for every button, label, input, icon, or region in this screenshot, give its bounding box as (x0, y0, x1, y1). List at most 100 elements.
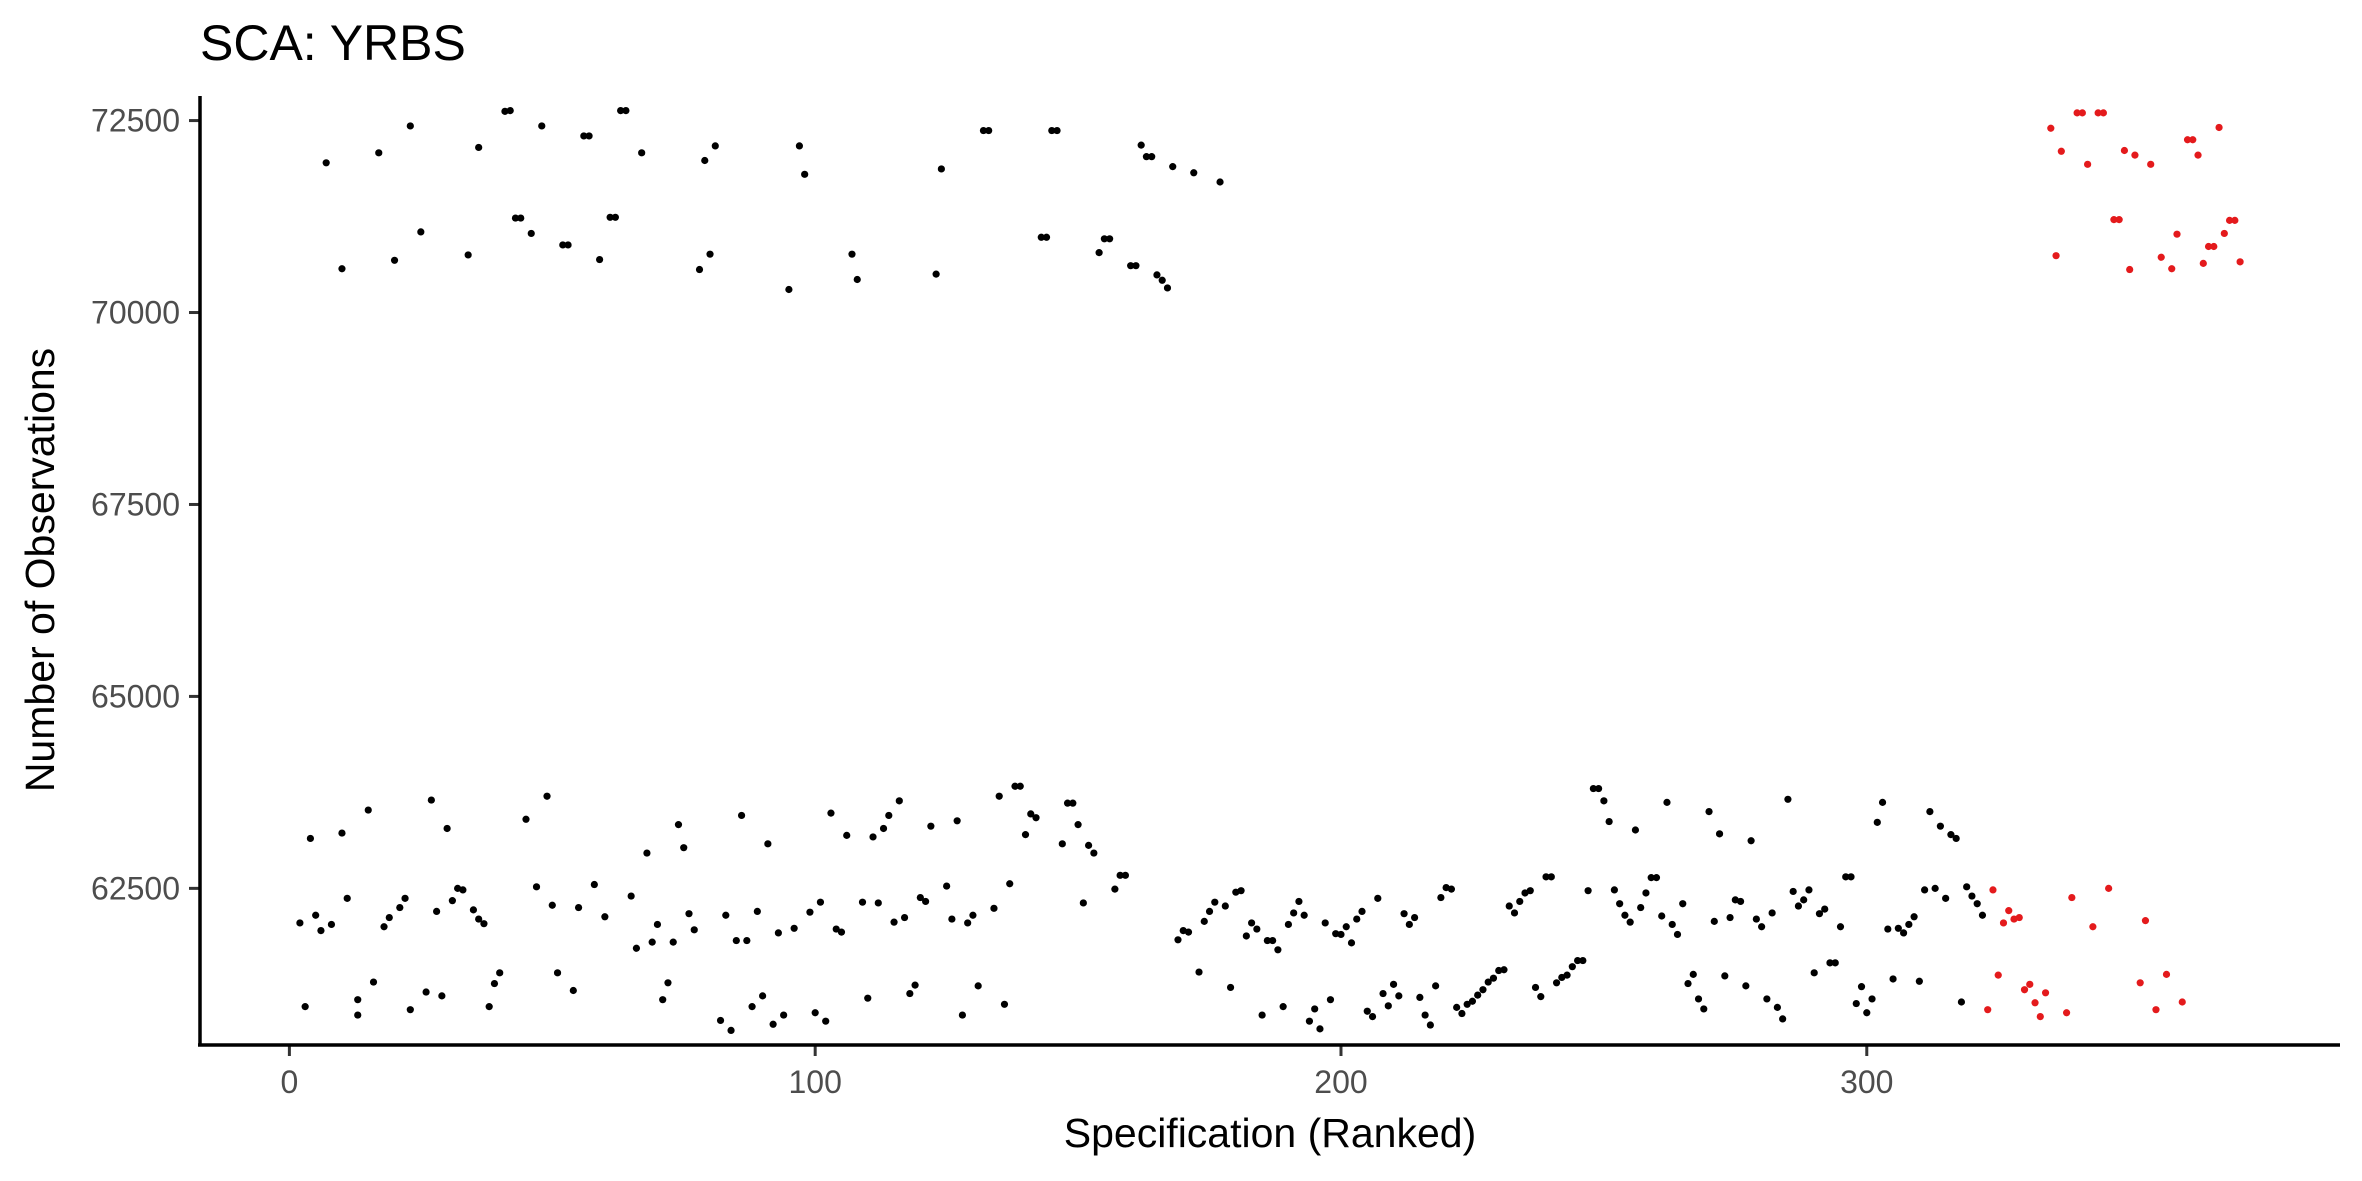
data-point (617, 106, 625, 115)
data-point (1137, 141, 1145, 149)
data-point (1947, 831, 1955, 839)
data-point (538, 122, 546, 130)
data-point (1905, 920, 1913, 929)
data-point (459, 886, 467, 894)
data-point (1447, 885, 1456, 893)
data-point (1516, 897, 1524, 906)
data-point (1857, 983, 1866, 991)
data-point (2147, 160, 2155, 168)
data-point (1121, 871, 1130, 879)
data-point (1863, 1009, 1871, 1017)
data-point (1852, 999, 1860, 1008)
data-point (322, 159, 330, 167)
data-point (1311, 1005, 1319, 1013)
data-point (900, 913, 909, 922)
data-point (2105, 884, 2113, 892)
data-point (1726, 913, 1734, 922)
data-point (354, 1011, 362, 1019)
data-point (1242, 932, 1250, 940)
data-points (296, 106, 2244, 1035)
data-point (1495, 966, 1503, 975)
data-point (475, 143, 483, 152)
data-point (601, 913, 609, 921)
data-point (2183, 136, 2192, 144)
data-point (1715, 830, 1724, 838)
data-point (406, 1006, 414, 1014)
data-point (317, 926, 325, 935)
x-tick-label: 300 (1840, 1064, 1893, 1100)
data-point (722, 911, 730, 919)
data-point (2005, 907, 2013, 915)
data-point (532, 883, 541, 891)
data-point (2131, 151, 2139, 159)
data-point (564, 241, 572, 249)
data-point (590, 880, 598, 889)
data-point (1842, 873, 1850, 881)
data-point (1116, 871, 1124, 879)
data-point (1758, 923, 1766, 931)
data-point (1205, 907, 1214, 916)
data-point (1453, 1003, 1461, 1011)
data-point (296, 919, 304, 927)
data-point (1395, 992, 1403, 1000)
data-point (1978, 911, 1987, 919)
data-point (312, 911, 320, 919)
data-point (1258, 1011, 1266, 1019)
data-point (622, 106, 630, 115)
x-axis-title: Specification (Ranked) (1064, 1110, 1476, 1156)
data-point (969, 911, 977, 919)
data-point (864, 994, 872, 1002)
data-point (354, 996, 362, 1004)
data-point (417, 228, 425, 236)
data-point (1721, 972, 1729, 980)
data-point (822, 1017, 830, 1025)
data-point (759, 992, 767, 1000)
data-point (390, 256, 399, 264)
data-point (1694, 995, 1703, 1003)
data-point (1063, 799, 1072, 807)
data-point (1952, 834, 1960, 843)
data-point (2041, 989, 2050, 997)
data-point (690, 926, 698, 934)
y-tick-label: 67500 (91, 486, 180, 522)
data-point (1284, 920, 1293, 929)
data-point (1347, 939, 1356, 947)
data-point (680, 844, 688, 852)
data-point (1158, 276, 1166, 284)
data-point (764, 840, 772, 848)
data-point (795, 142, 804, 150)
data-point (1426, 1021, 1434, 1029)
data-point (501, 107, 509, 115)
data-point (1384, 1002, 1392, 1010)
data-point (869, 833, 877, 841)
data-point (385, 913, 393, 922)
data-point (1873, 818, 1881, 826)
data-point (1400, 910, 1408, 918)
data-point (1910, 913, 1918, 921)
data-point (1321, 919, 1329, 927)
data-point (1468, 997, 1477, 1005)
data-point (922, 897, 930, 906)
data-point (1710, 917, 1718, 925)
data-point (1999, 919, 2008, 927)
data-point (1663, 798, 1671, 806)
data-point (895, 797, 903, 805)
data-point (1668, 920, 1676, 929)
y-tick-label: 65000 (91, 678, 180, 714)
data-point (1190, 169, 1198, 177)
data-point (1899, 929, 1908, 937)
data-point (2194, 151, 2202, 159)
data-point (1579, 956, 1587, 965)
data-point (1095, 249, 1103, 257)
data-point (1106, 235, 1114, 243)
data-point (774, 929, 782, 937)
data-point (1084, 841, 1093, 849)
data-point (1747, 837, 1755, 845)
data-point (553, 969, 562, 977)
data-point (1079, 899, 1087, 907)
data-point (1631, 826, 1640, 834)
data-point (2026, 980, 2034, 988)
data-point (506, 106, 514, 115)
data-point (1773, 1003, 1781, 1011)
